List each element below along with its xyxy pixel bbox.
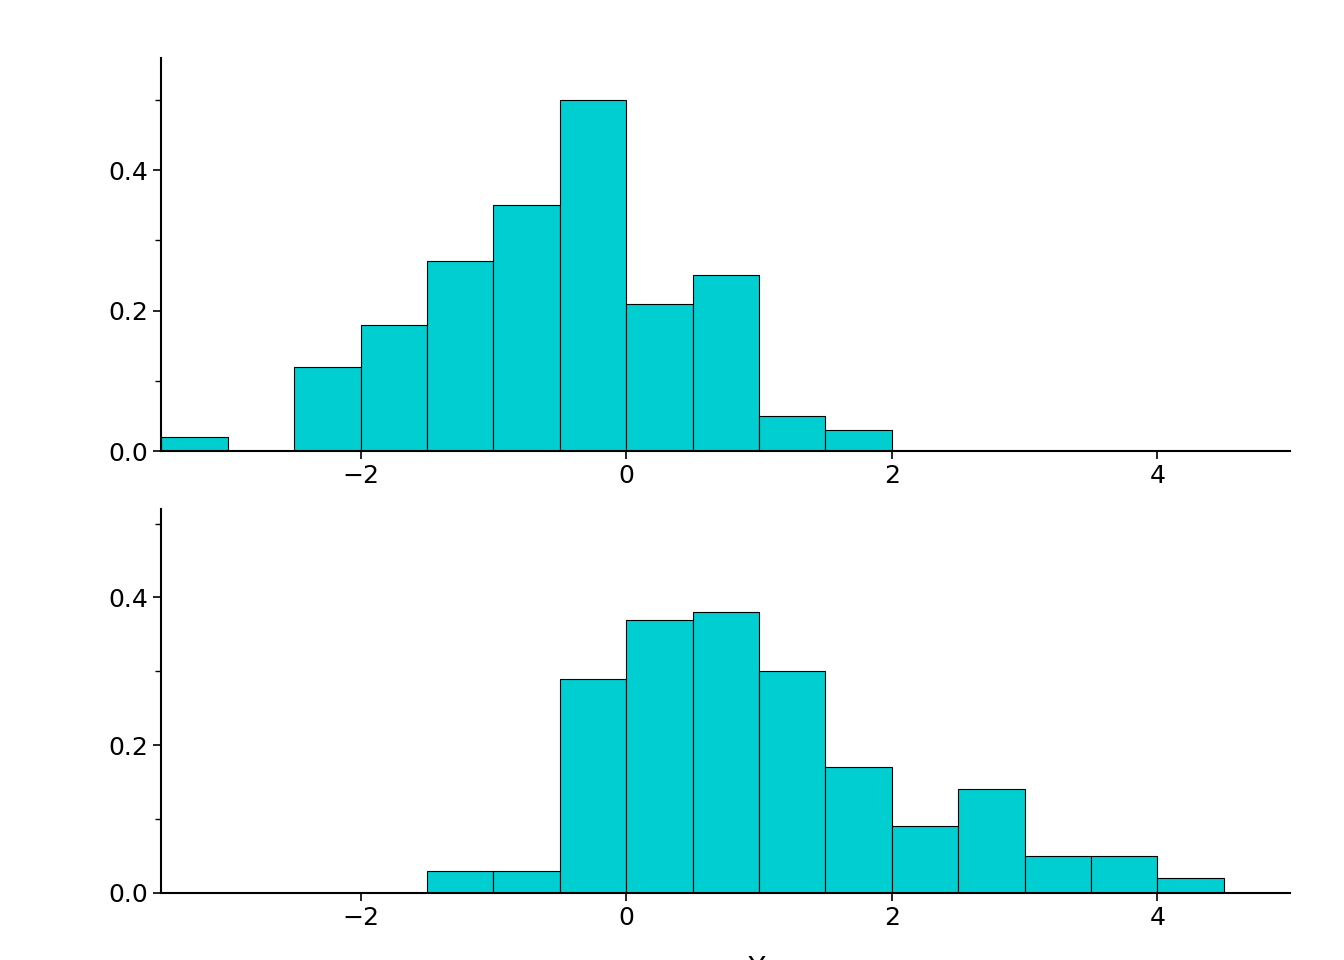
Bar xyxy=(427,261,493,451)
Bar xyxy=(493,205,559,451)
Bar xyxy=(626,619,692,893)
Bar xyxy=(759,671,825,893)
Bar xyxy=(892,827,958,893)
Bar xyxy=(161,437,227,451)
Bar xyxy=(1157,878,1224,893)
Bar xyxy=(559,679,626,893)
X-axis label: group Yes: group Yes xyxy=(659,955,793,960)
Bar xyxy=(1024,856,1091,893)
Bar xyxy=(958,789,1024,893)
Bar xyxy=(626,303,692,451)
Bar xyxy=(360,324,427,451)
Bar xyxy=(825,430,892,451)
Bar xyxy=(692,276,759,451)
Bar xyxy=(294,367,360,451)
Bar xyxy=(559,100,626,451)
Bar xyxy=(1091,856,1157,893)
Bar xyxy=(427,871,493,893)
Bar xyxy=(692,612,759,893)
Bar xyxy=(825,767,892,893)
Bar xyxy=(493,871,559,893)
Bar xyxy=(759,416,825,451)
X-axis label: group No: group No xyxy=(663,514,789,541)
